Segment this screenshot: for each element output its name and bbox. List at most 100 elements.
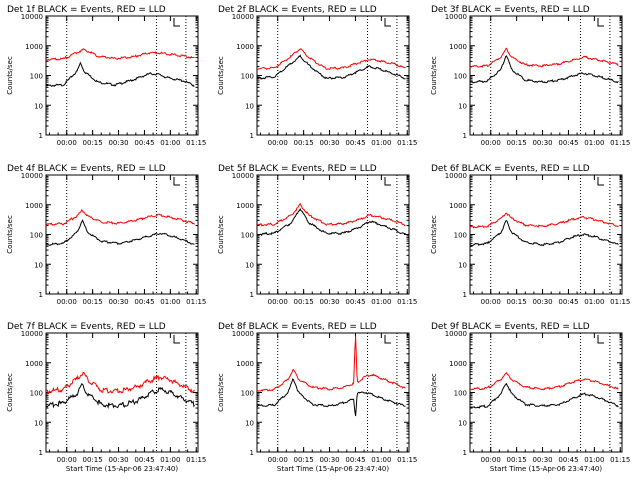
x-tick-label: 01:15: [186, 139, 206, 147]
panel-5: Det 5f BLACK = Events, RED = LLD Counts/s…: [217, 164, 417, 306]
panel-title: Det 5f BLACK = Events, RED = LLD: [218, 164, 377, 174]
marker-glyph: [173, 18, 180, 27]
x-tick-label: 00:45: [345, 456, 365, 464]
y-tick-label: 1000: [25, 360, 43, 368]
y-tick-label: 1000: [236, 202, 254, 210]
y-tick-label: 1000: [449, 202, 467, 210]
x-tick-label: 01:00: [371, 298, 391, 306]
series-line-events: [469, 55, 619, 84]
y-tick-label: 10: [245, 261, 254, 269]
x-tick-label: 01:15: [610, 139, 630, 147]
y-tick-label: 10: [245, 102, 254, 110]
y-tick-label: 100: [454, 73, 467, 81]
y-tick-label: 10: [34, 261, 43, 269]
x-axis-label: Start Time (15-Apr-06 23:47:40): [490, 465, 602, 473]
x-tick-label: 00:00: [268, 139, 288, 147]
x-tick-label: 00:30: [532, 456, 552, 464]
marker-glyph: [173, 177, 180, 186]
plot-frame: [256, 15, 410, 136]
y-axis-label: Counts/sec: [430, 56, 438, 95]
x-tick-label: 00:15: [507, 139, 527, 147]
marker-glyph: [173, 335, 180, 344]
plot-frame: [45, 15, 199, 136]
x-tick-label: 01:00: [584, 298, 604, 306]
x-tick-label: 00:30: [532, 298, 552, 306]
y-tick-label: 1: [463, 291, 467, 299]
x-tick-label: 00:30: [108, 298, 128, 306]
x-tick-label: 00:15: [83, 298, 103, 306]
panel-title: Det 7f BLACK = Events, RED = LLD: [7, 322, 166, 332]
series-line-lld: [45, 208, 195, 226]
x-tick-label: 01:15: [186, 298, 206, 306]
y-axis-label: Counts/sec: [217, 215, 225, 254]
y-tick-label: 10000: [232, 172, 254, 180]
y-tick-label: 10: [34, 419, 43, 427]
x-tick-label: 00:30: [532, 139, 552, 147]
series-line-lld: [45, 371, 195, 395]
y-tick-label: 1: [39, 449, 43, 457]
x-tick-label: 00:45: [558, 298, 578, 306]
series-line-events: [469, 219, 619, 247]
panel-6: Det 6f BLACK = Events, RED = LLD Counts/s…: [430, 164, 630, 306]
panel-title: Det 1f BLACK = Events, RED = LLD: [7, 5, 166, 15]
y-tick-label: 10000: [445, 330, 467, 338]
y-tick-label: 10000: [445, 172, 467, 180]
marker-glyph: [597, 18, 604, 27]
x-axis-label: Start Time (15-Apr-06 23:47:40): [66, 465, 178, 473]
y-axis-label: Counts/sec: [6, 215, 14, 254]
panel-title: Det 4f BLACK = Events, RED = LLD: [7, 164, 166, 174]
y-tick-label: 1: [463, 132, 467, 140]
x-tick-label: 01:15: [397, 139, 417, 147]
x-tick-label: 00:15: [83, 456, 103, 464]
x-tick-label: 00:00: [57, 139, 77, 147]
x-tick-label: 01:00: [160, 298, 180, 306]
panel-title: Det 9f BLACK = Events, RED = LLD: [431, 322, 590, 332]
x-tick-label: 01:15: [610, 298, 630, 306]
y-tick-label: 100: [241, 232, 254, 240]
plot-frame: [469, 332, 623, 453]
series-line-lld: [256, 48, 406, 70]
x-tick-label: 00:15: [507, 298, 527, 306]
series-line-lld: [469, 371, 619, 391]
panel-1: Det 1f BLACK = Events, RED = LLD Counts/s…: [6, 5, 206, 147]
x-tick-label: 01:00: [160, 456, 180, 464]
x-tick-label: 00:45: [558, 456, 578, 464]
y-tick-label: 10: [245, 419, 254, 427]
x-tick-label: 00:15: [294, 456, 314, 464]
y-tick-label: 1000: [449, 360, 467, 368]
y-tick-label: 1: [250, 449, 254, 457]
y-tick-label: 1000: [449, 43, 467, 51]
series-line-events: [45, 61, 195, 88]
series-line-events: [256, 207, 406, 237]
panel-title: Det 8f BLACK = Events, RED = LLD: [218, 322, 377, 332]
x-tick-label: 00:15: [507, 456, 527, 464]
x-tick-label: 00:30: [319, 298, 339, 306]
y-tick-label: 10000: [21, 13, 43, 21]
y-axis-label: Counts/sec: [6, 373, 14, 412]
y-tick-label: 10: [458, 102, 467, 110]
series-line-events: [45, 219, 195, 246]
y-tick-label: 1000: [25, 43, 43, 51]
x-tick-label: 00:45: [134, 456, 154, 464]
x-tick-label: 00:15: [294, 139, 314, 147]
y-tick-label: 10000: [21, 172, 43, 180]
x-tick-label: 01:00: [160, 139, 180, 147]
y-tick-label: 1000: [25, 202, 43, 210]
x-tick-label: 01:15: [397, 298, 417, 306]
series-line-lld: [469, 47, 619, 68]
x-tick-label: 00:30: [319, 456, 339, 464]
series-line-lld: [469, 212, 619, 229]
panel-9: Det 9f BLACK = Events, RED = LLD Counts/s…: [430, 322, 630, 473]
x-tick-label: 01:00: [584, 139, 604, 147]
y-tick-label: 10000: [445, 13, 467, 21]
x-tick-label: 01:15: [186, 456, 206, 464]
x-axis-label: Start Time (15-Apr-06 23:47:40): [277, 465, 389, 473]
y-tick-label: 10000: [21, 330, 43, 338]
series-line-lld: [256, 202, 406, 227]
y-axis-label: Counts/sec: [217, 56, 225, 95]
y-tick-label: 100: [454, 390, 467, 398]
y-tick-label: 1000: [236, 43, 254, 51]
y-tick-label: 100: [241, 390, 254, 398]
